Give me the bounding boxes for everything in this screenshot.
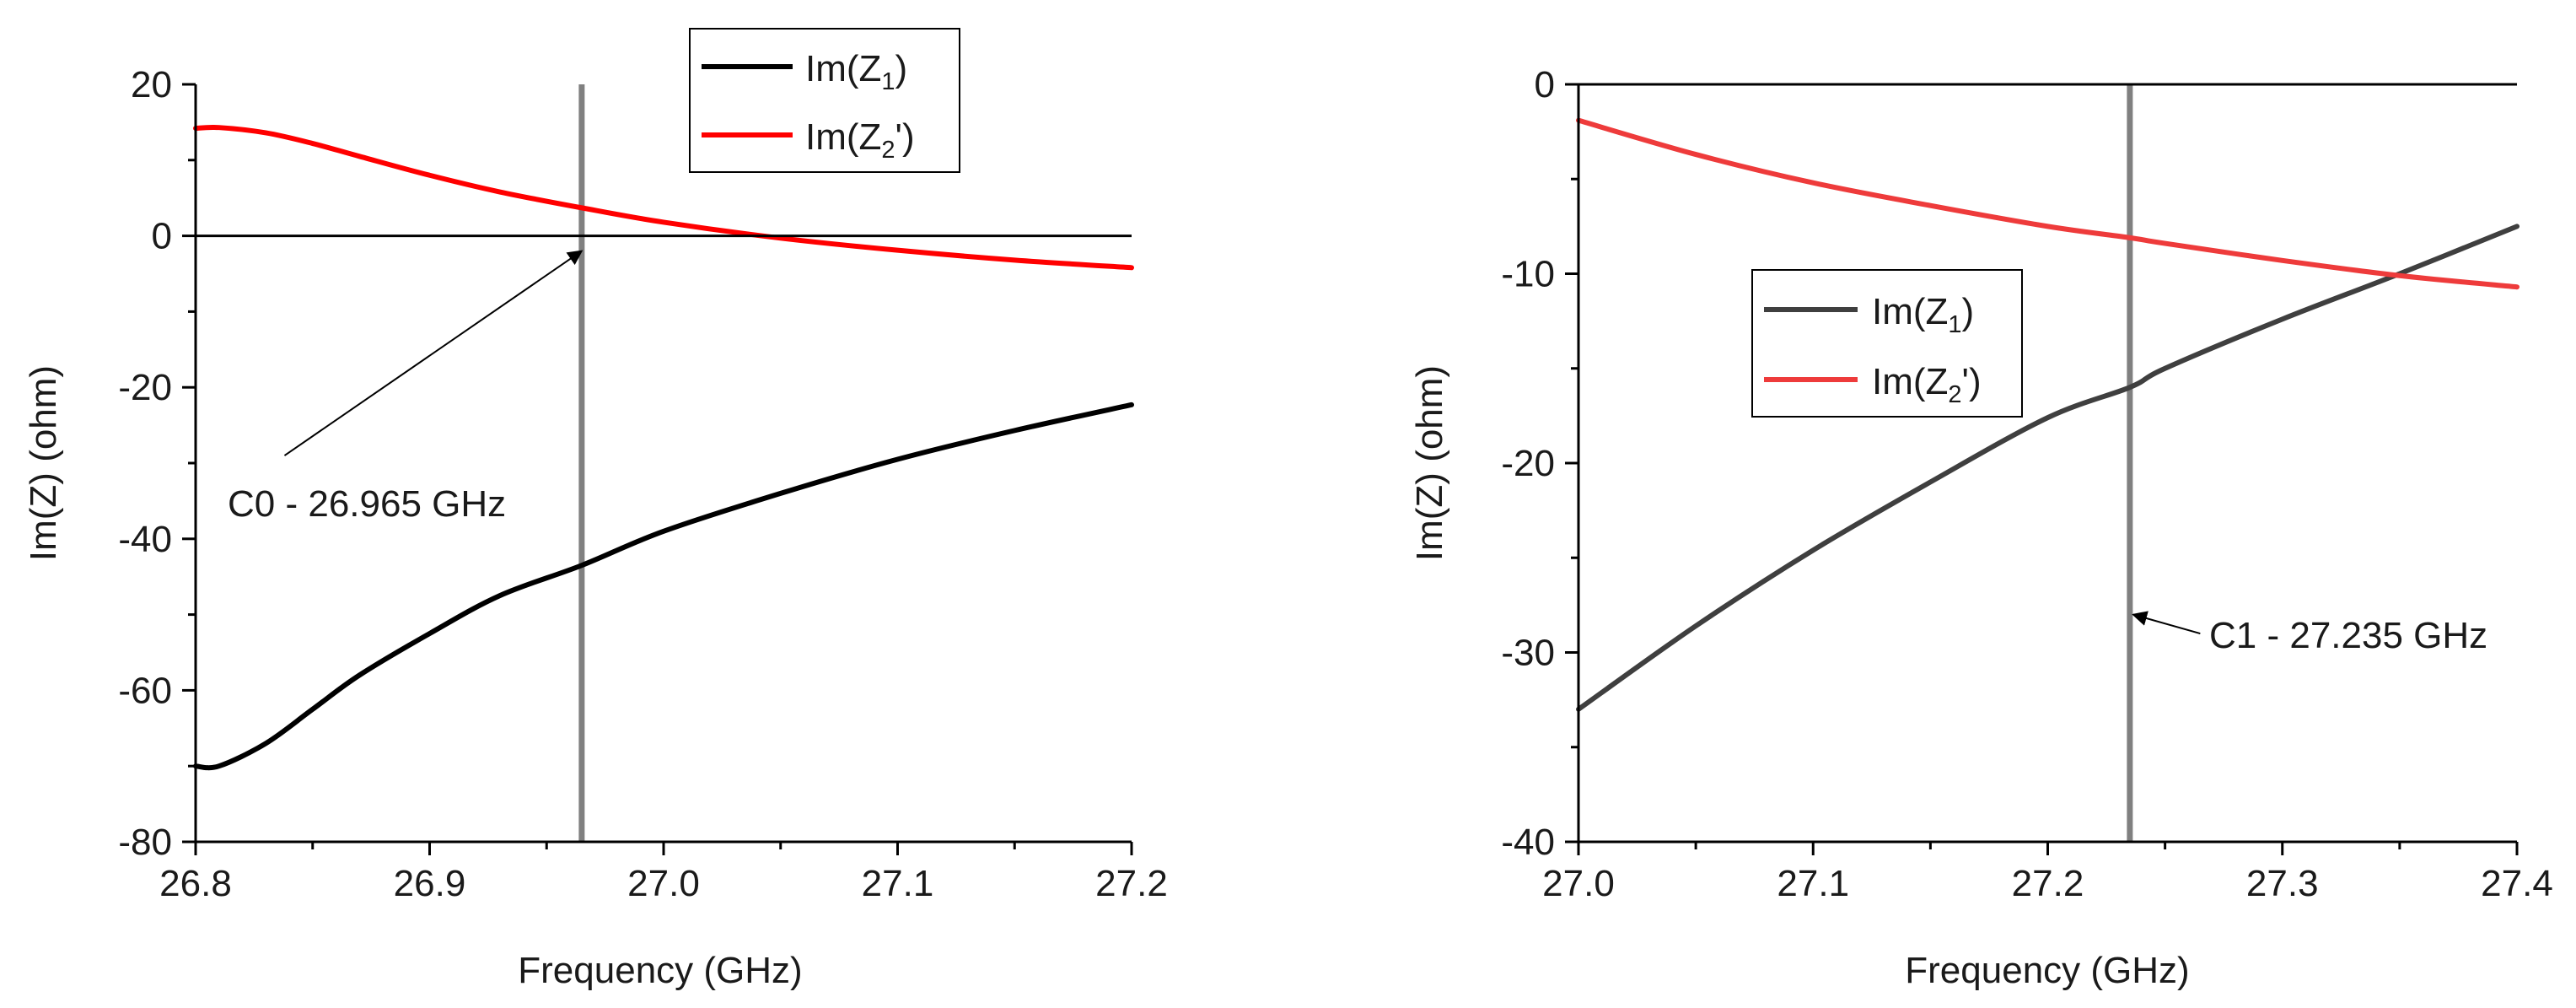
- y-axis-label-left: Im(Z) (ohm): [23, 365, 64, 561]
- chart-right: 27.0 27.1 27.2 27.3 27.4 -40 -30 -20 -10 0 Frequ…: [1409, 64, 2553, 991]
- y-tick-label: 0: [152, 216, 172, 257]
- y-tick-label: -20: [1501, 443, 1555, 484]
- y-tick-label: -40: [1501, 822, 1555, 863]
- axes-right: [1577, 83, 2517, 844]
- y-tick-label: -10: [1501, 254, 1555, 295]
- x-tick-label: 27.3: [2246, 863, 2319, 904]
- legend-entry-z2-left: Im(Z2'): [805, 116, 915, 164]
- series-line-z2-left: [193, 124, 1134, 271]
- marker-arrow-c1: [2132, 611, 2201, 635]
- x-ticks-left: 26.8 26.9 27.0 27.1 27.2: [159, 842, 1168, 904]
- x-axis-label-right: Frequency (GHz): [1905, 950, 2189, 991]
- marker-label-c0: C0 - 26.965 GHz: [228, 483, 506, 525]
- y-ticks-right: -40 -30 -20 -10 0: [1501, 64, 1578, 863]
- x-tick-label: 27.1: [1777, 863, 1849, 904]
- y-tick-label: -20: [118, 367, 172, 408]
- marker-arrow-c0: [283, 250, 583, 456]
- series-line-z1-left: [193, 402, 1134, 771]
- y-tick-label: -60: [118, 670, 172, 711]
- y-tick-label: 0: [1535, 64, 1555, 105]
- series-line-z2-right: [1576, 117, 2520, 290]
- y-tick-label: -80: [118, 822, 172, 863]
- y-tick-label: -30: [1501, 633, 1555, 674]
- series-layer-left: [193, 124, 1134, 771]
- chart-left: 26.8 26.9 27.0 27.1 27.2 -80 -60 -40 -20 0 20 Fre…: [23, 28, 1168, 991]
- x-tick-label: 27.4: [2481, 863, 2553, 904]
- series-layer-right: [1576, 117, 2520, 712]
- series-line-z1-right: [1576, 224, 2520, 712]
- legend-box-right: [1751, 269, 2023, 418]
- y-tick-label: -40: [118, 519, 172, 560]
- x-tick-label: 26.9: [394, 863, 466, 904]
- x-tick-label: 27.0: [627, 863, 700, 904]
- legend-entry-z1-left: Im(Z1): [805, 48, 907, 95]
- legend-left: Im(Z1) Im(Z2'): [689, 28, 960, 173]
- axes-left: [194, 84, 1132, 844]
- x-tick-label: 27.2: [1095, 863, 1168, 904]
- marker-label-c1: C1 - 27.235 GHz: [2209, 615, 2487, 656]
- legend-box-left: [689, 28, 960, 173]
- x-tick-label: 27.0: [1542, 863, 1615, 904]
- y-ticks-left: -80 -60 -40 -20 0 20: [118, 64, 196, 863]
- y-axis-label-right: Im(Z) (ohm): [1409, 365, 1450, 561]
- x-tick-label: 26.8: [159, 863, 232, 904]
- x-ticks-right: 27.0 27.1 27.2 27.3 27.4: [1542, 842, 2553, 904]
- y-tick-label: 20: [131, 64, 172, 105]
- legend-right: Im(Z1) Im(Z2'): [1751, 269, 2023, 418]
- x-tick-label: 27.2: [2012, 863, 2084, 904]
- legend-entry-z1-right: Im(Z1): [1872, 291, 1974, 338]
- x-tick-label: 27.1: [862, 863, 934, 904]
- x-axis-label-left: Frequency (GHz): [518, 950, 802, 991]
- legend-entry-z2-right: Im(Z2'): [1872, 361, 1982, 408]
